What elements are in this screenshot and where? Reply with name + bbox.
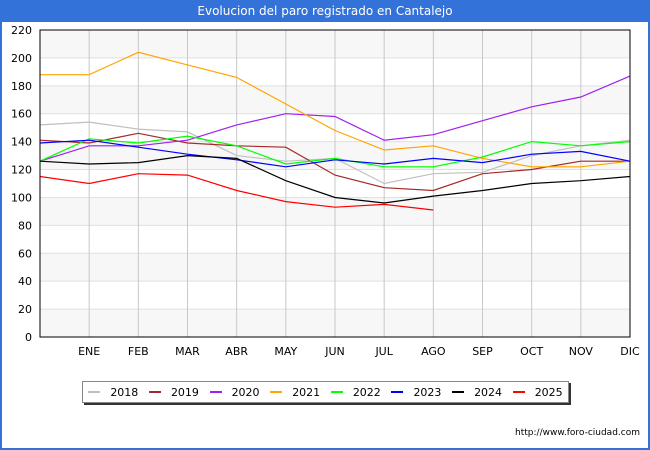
y-tick-label: 200 (11, 52, 32, 65)
y-tick-label: 60 (18, 247, 32, 260)
legend-label: 2024 (474, 385, 503, 399)
y-tick-label: 40 (18, 275, 32, 288)
legend-swatch (452, 391, 465, 393)
series-line-2019 (39, 132, 630, 192)
legend-item-2025: 2025 (512, 385, 563, 399)
x-tick-label: NOV (569, 345, 594, 358)
series-line-2022 (39, 135, 631, 168)
footer-url: http://www.foro-ciudad.com (515, 428, 640, 438)
x-tick-label: ENE (78, 345, 100, 358)
x-tick-label: JUL (374, 345, 393, 358)
x-tick-label: OCT (520, 345, 543, 358)
y-tick-label: 180 (11, 80, 32, 93)
legend-item-2020: 2020 (209, 385, 260, 399)
legend-item-2019: 2019 (148, 385, 199, 399)
x-tick-label: SEP (472, 345, 493, 358)
y-tick-label: 80 (18, 219, 32, 232)
legend-item-2022: 2022 (330, 385, 381, 399)
legend-item-2023: 2023 (391, 386, 441, 399)
y-tick-label: 140 (11, 136, 32, 149)
legend-label: 2018 (110, 385, 139, 399)
x-tick-label: ABR (225, 345, 248, 358)
y-tick-label: 0 (25, 331, 32, 344)
x-tick-label: DIC (620, 345, 640, 358)
legend: 2018 2019 2020 2021 2022 2023 2024 2025 (82, 381, 569, 403)
legend-item-2018: 2018 (88, 386, 138, 399)
legend-label: 2023 (413, 385, 442, 399)
legend-label: 2022 (352, 385, 381, 399)
legend-swatch (391, 391, 404, 393)
legend-swatch (148, 391, 161, 393)
series-line-2025 (39, 173, 434, 211)
chart-title: Evolucion del paro registrado en Cantale… (197, 4, 453, 18)
legend-label: 2025 (534, 385, 563, 399)
legend-swatch (330, 391, 343, 393)
series-line-2024 (39, 154, 631, 204)
legend-swatch (88, 391, 101, 393)
x-tick-label: JUN (324, 345, 345, 358)
y-tick-label: 160 (11, 108, 32, 121)
y-tick-label: 120 (11, 164, 32, 177)
series-line-2020 (39, 75, 631, 162)
legend-item-2024: 2024 (452, 386, 502, 399)
legend-item-2021: 2021 (270, 386, 320, 399)
x-tick-label: FEB (128, 345, 149, 358)
y-tick-label: 20 (18, 303, 32, 316)
x-tick-label: MAR (175, 345, 200, 358)
series-line-2021 (40, 51, 631, 168)
y-tick-label: 100 (11, 191, 32, 204)
plot-border (39, 29, 631, 338)
legend-swatch (209, 391, 222, 393)
series-line-2023 (39, 139, 631, 168)
legend-label: 2020 (231, 385, 260, 399)
legend-swatch (270, 391, 283, 393)
x-tick-label: AGO (421, 345, 446, 358)
legend-swatch (512, 391, 525, 393)
y-tick-label: 220 (11, 24, 32, 37)
legend-label: 2019 (170, 385, 199, 399)
legend-label: 2021 (292, 385, 321, 399)
x-tick-label: MAY (274, 345, 297, 358)
